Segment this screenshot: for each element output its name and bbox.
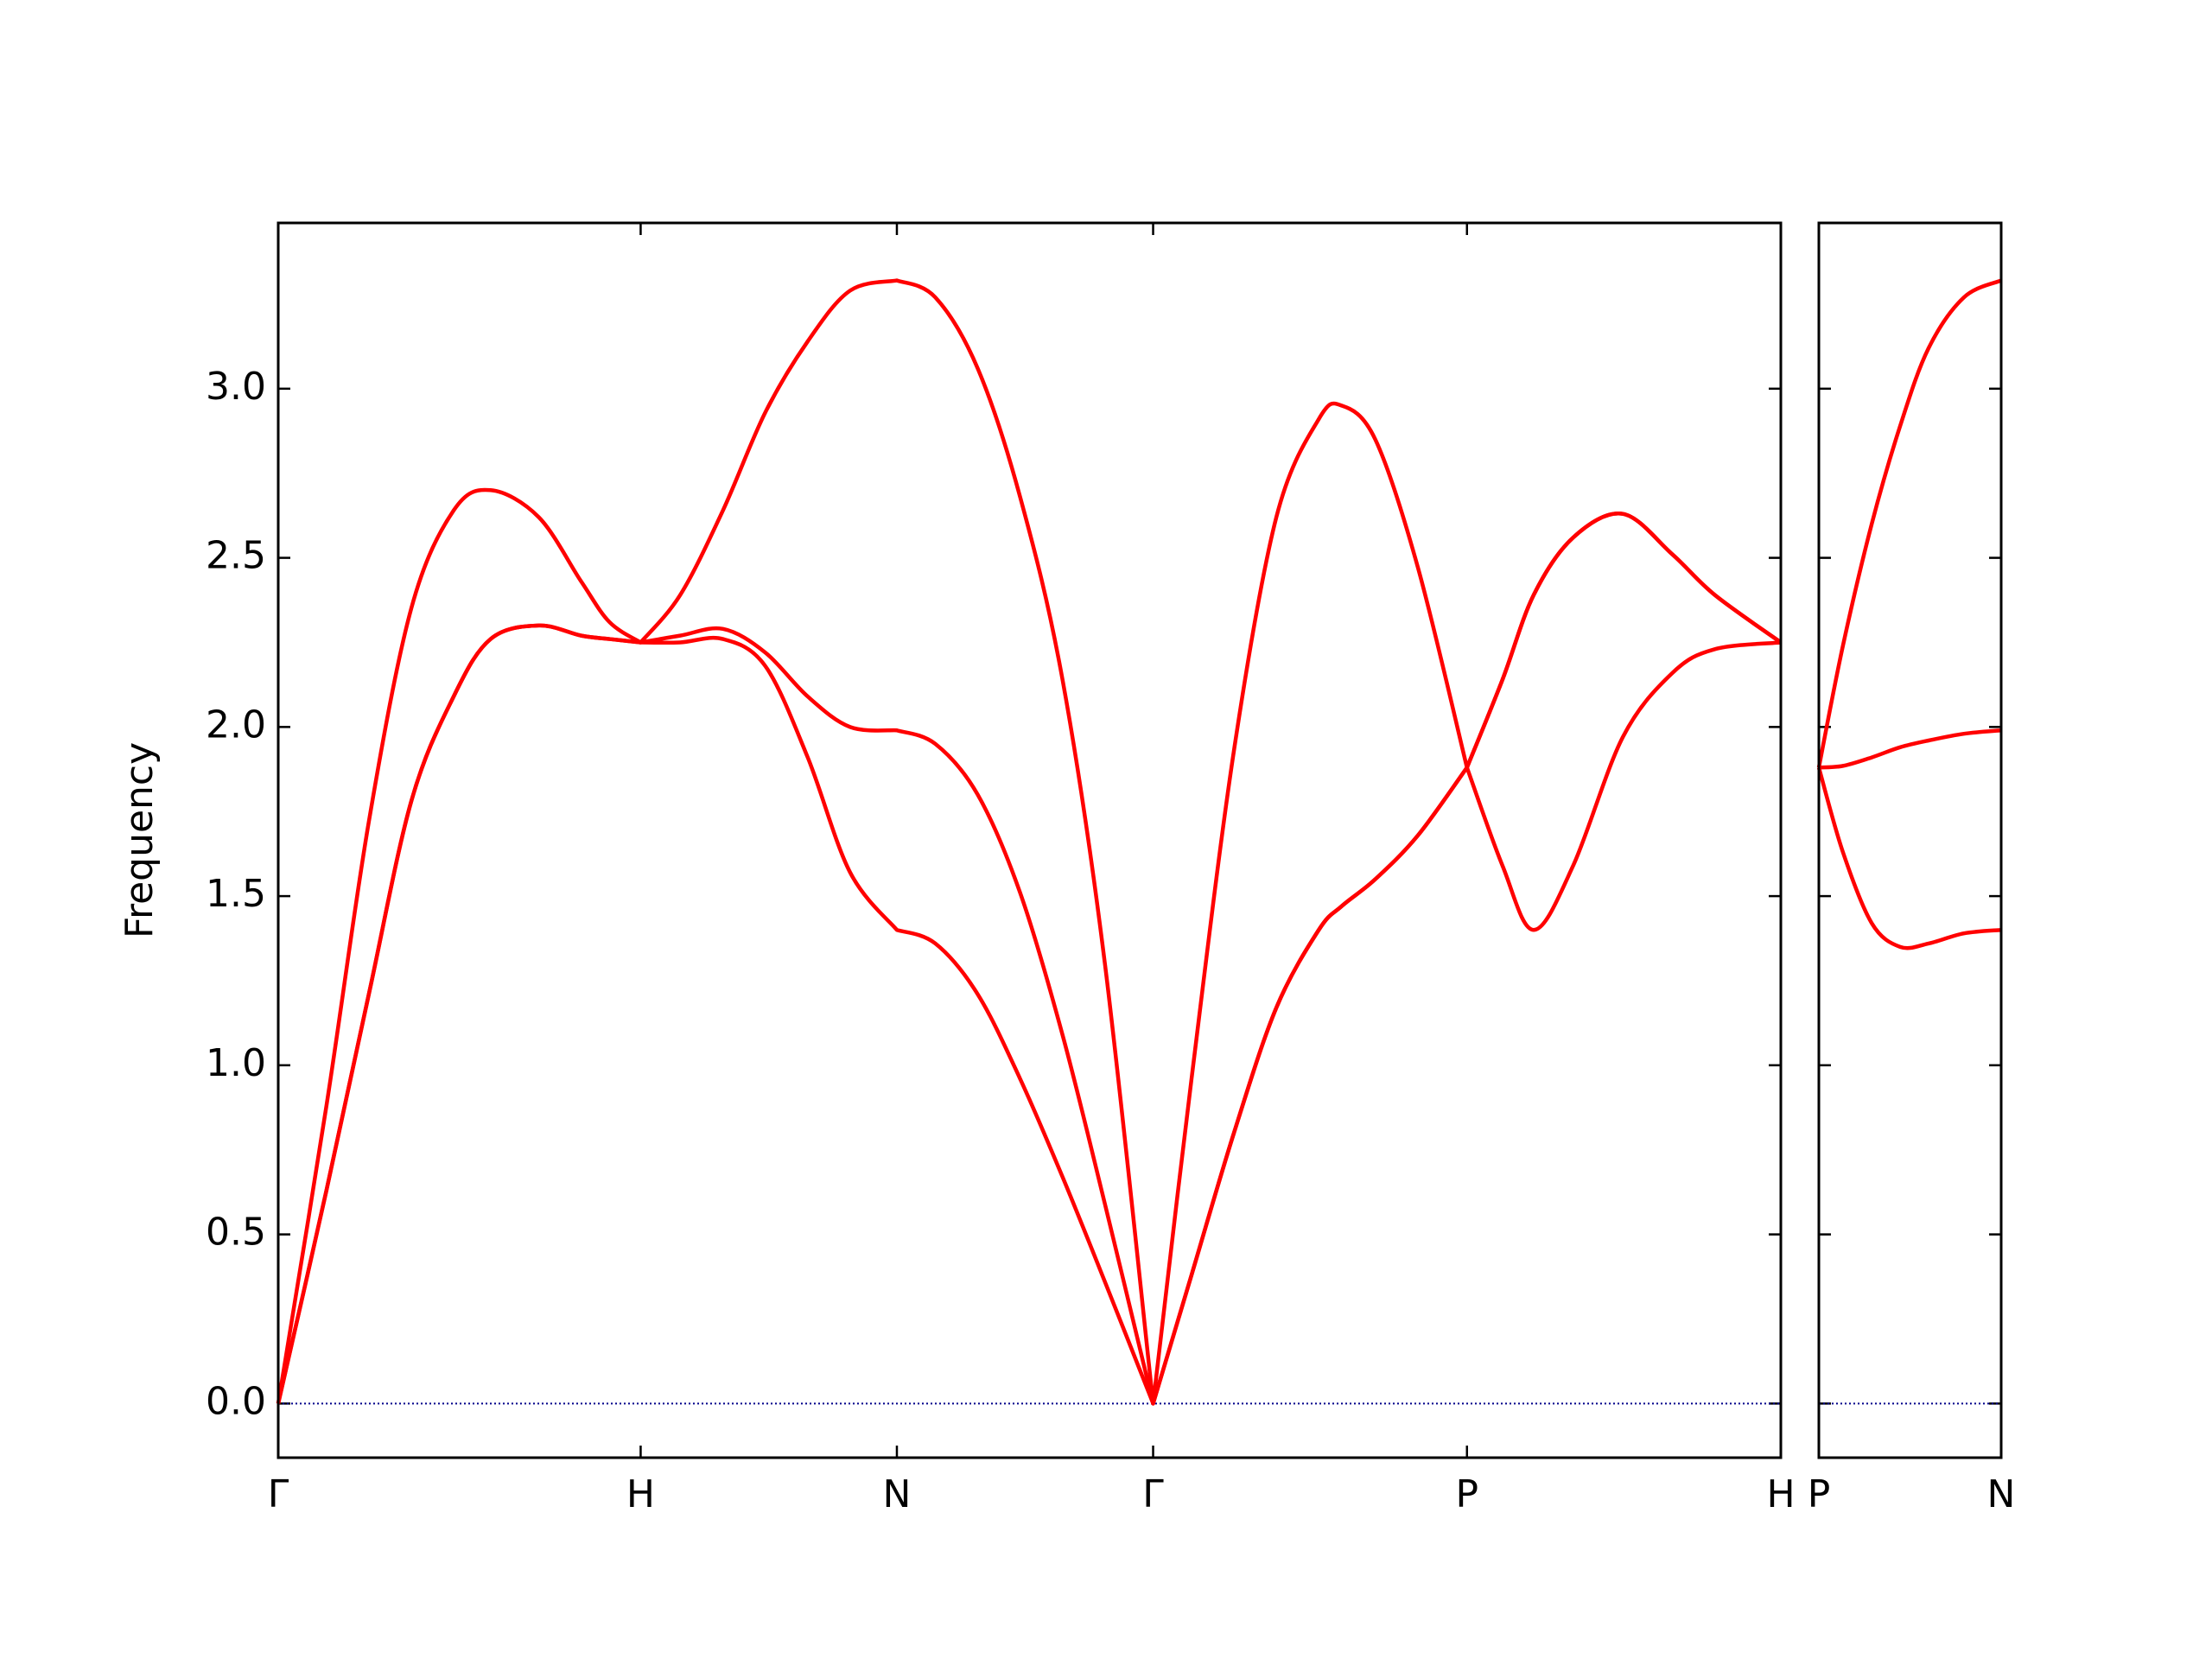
y-tick-label: 3.0 bbox=[206, 365, 266, 409]
y-tick-label: 1.0 bbox=[206, 1041, 266, 1085]
band-line bbox=[1816, 278, 2002, 768]
y-tick-label: 1.5 bbox=[206, 872, 266, 916]
band-line bbox=[1816, 766, 2002, 950]
y-axis-label: Frequency bbox=[118, 742, 162, 938]
band-line bbox=[276, 512, 1783, 1406]
x-tick-label: P bbox=[1808, 1472, 1831, 1516]
band-line bbox=[1818, 728, 2002, 770]
plot-frame bbox=[276, 221, 1783, 1459]
band-line bbox=[276, 623, 1782, 1406]
x-tick-label: Γ bbox=[268, 1472, 289, 1516]
x-tick-label: H bbox=[626, 1472, 655, 1516]
x-tick-label: H bbox=[1766, 1472, 1795, 1516]
plot-frame bbox=[1817, 221, 2003, 1459]
y-tick-label: 2.5 bbox=[206, 534, 266, 578]
panel: 0.0 0.5 1.0 1.5 2.0 2.5 3.0 Γ H N Γ P H Frequency bbox=[118, 221, 1796, 1516]
band-line bbox=[276, 278, 1783, 1406]
x-tick-label: N bbox=[1987, 1472, 2016, 1516]
x-tick-label: P bbox=[1455, 1472, 1478, 1516]
y-tick-label: 0.0 bbox=[206, 1379, 266, 1423]
x-tick-label: N bbox=[883, 1472, 912, 1516]
y-tick-label: 2.0 bbox=[206, 702, 266, 747]
x-tick-label: Γ bbox=[1142, 1472, 1164, 1516]
y-tick-label: 0.5 bbox=[206, 1211, 266, 1255]
